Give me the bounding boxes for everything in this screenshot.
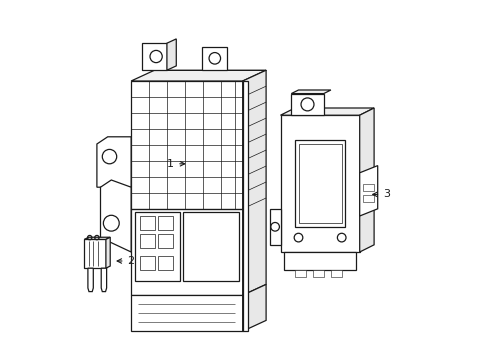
Polygon shape <box>158 256 172 270</box>
Polygon shape <box>242 284 265 331</box>
Polygon shape <box>312 270 323 277</box>
Polygon shape <box>242 81 247 331</box>
Polygon shape <box>269 209 280 245</box>
Polygon shape <box>294 270 305 277</box>
Polygon shape <box>131 70 265 81</box>
Polygon shape <box>359 108 373 252</box>
Polygon shape <box>84 237 110 239</box>
Polygon shape <box>140 216 154 230</box>
Polygon shape <box>280 115 359 252</box>
Polygon shape <box>88 268 93 292</box>
Text: 2: 2 <box>117 256 134 266</box>
Polygon shape <box>363 184 373 191</box>
Polygon shape <box>158 216 172 230</box>
Polygon shape <box>142 43 166 70</box>
Polygon shape <box>291 94 323 115</box>
Text: 1: 1 <box>167 159 184 169</box>
Polygon shape <box>359 166 377 216</box>
Polygon shape <box>280 108 373 115</box>
Polygon shape <box>298 144 341 223</box>
Polygon shape <box>202 47 227 70</box>
Polygon shape <box>294 140 345 227</box>
Text: 3: 3 <box>372 189 389 199</box>
Polygon shape <box>101 268 106 292</box>
Polygon shape <box>284 252 355 270</box>
Polygon shape <box>166 39 176 70</box>
Polygon shape <box>84 239 106 268</box>
Polygon shape <box>140 256 154 270</box>
Polygon shape <box>363 195 373 202</box>
Polygon shape <box>140 234 154 248</box>
Polygon shape <box>291 90 330 94</box>
Polygon shape <box>242 70 265 295</box>
Polygon shape <box>97 137 131 187</box>
Polygon shape <box>101 180 131 252</box>
Polygon shape <box>183 212 239 281</box>
Polygon shape <box>134 212 179 281</box>
Polygon shape <box>330 270 341 277</box>
Polygon shape <box>131 295 242 331</box>
Polygon shape <box>131 81 242 295</box>
Polygon shape <box>106 237 110 268</box>
Polygon shape <box>158 234 172 248</box>
